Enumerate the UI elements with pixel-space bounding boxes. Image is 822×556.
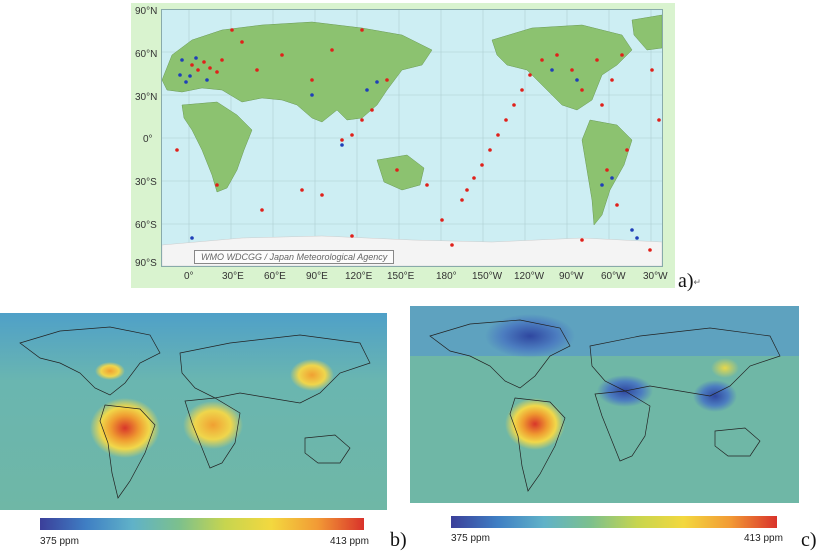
co2-heatmap-b xyxy=(0,313,387,510)
lon-tick: 150°E xyxy=(387,271,415,282)
colorbar-c xyxy=(451,516,777,528)
colorbar-b-max: 413 ppm xyxy=(330,536,369,547)
colorbar-c-max: 413 ppm xyxy=(744,533,783,544)
heatmap-c-svg xyxy=(410,306,799,503)
lat-tick: 0° xyxy=(143,134,153,145)
stations xyxy=(175,28,661,252)
stations-red xyxy=(175,28,661,252)
colorbar-b-min: 375 ppm xyxy=(40,536,79,547)
stations-blue xyxy=(178,56,639,240)
coastlines-c xyxy=(429,319,781,492)
lon-tick: 150°W xyxy=(472,271,503,282)
lat-tick: 30°N xyxy=(135,92,158,103)
station-map-svg xyxy=(162,10,662,266)
lon-tick: 60°W xyxy=(601,271,626,282)
lat-tick: 60°S xyxy=(135,220,157,231)
lon-tick: 60°E xyxy=(264,271,286,282)
lat-tick: 30°S xyxy=(135,177,157,188)
landmasses xyxy=(162,14,662,266)
panel-c-label: c) xyxy=(801,529,817,551)
heatmap-b-svg xyxy=(0,313,387,510)
lat-tick: 90°S xyxy=(135,258,157,269)
panel-a-label: a)↵ xyxy=(678,270,701,293)
colorbar-b xyxy=(40,518,364,530)
colorbar-c-min: 375 ppm xyxy=(451,533,490,544)
lon-tick: 120°W xyxy=(514,271,545,282)
panel-a-label-text: a) xyxy=(678,270,694,292)
return-mark-icon: ↵ xyxy=(693,276,702,287)
lon-tick: 30°W xyxy=(643,271,668,282)
lon-tick: 0° xyxy=(184,271,194,282)
lat-tick: 60°N xyxy=(135,49,158,60)
lon-tick: 180° xyxy=(436,271,457,282)
lon-tick: 90°W xyxy=(559,271,584,282)
station-map-panel: WMO WDCGG / Japan Meteorological Agency … xyxy=(131,3,675,288)
lon-tick: 90°E xyxy=(306,271,328,282)
panel-b-label: b) xyxy=(390,529,407,551)
lon-tick: 30°E xyxy=(222,271,244,282)
coastlines-b xyxy=(19,326,371,499)
co2-heatmap-c xyxy=(410,306,799,503)
lon-tick: 120°E xyxy=(345,271,373,282)
station-map: WMO WDCGG / Japan Meteorological Agency xyxy=(161,9,663,267)
lat-tick: 90°N xyxy=(135,6,158,17)
map-credit: WMO WDCGG / Japan Meteorological Agency xyxy=(194,250,395,264)
